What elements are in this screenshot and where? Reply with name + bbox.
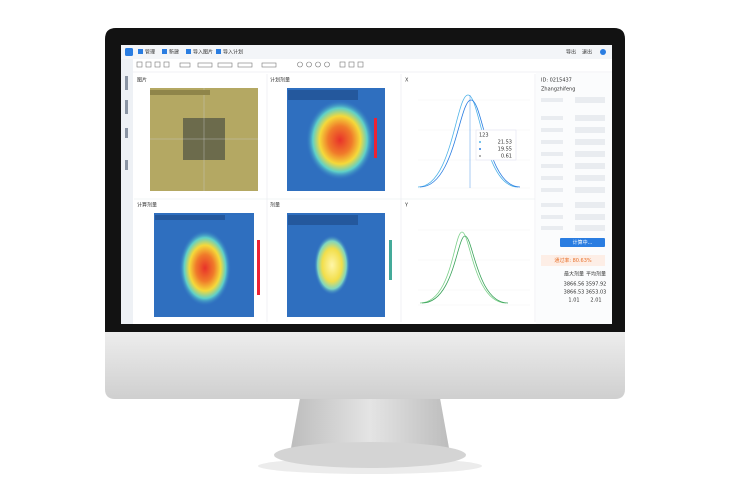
panel-title: 计算剂量 [137, 202, 157, 209]
icon [216, 49, 221, 54]
profile-curve [417, 94, 519, 188]
profile-curve [421, 235, 509, 304]
tooltip-value: 0.61 [501, 154, 512, 160]
table-header: 平均剂量 [586, 271, 606, 278]
table-cell: 1.01 [568, 298, 579, 304]
toolbar-button[interactable]: 导入计划 [223, 49, 243, 56]
side-panel [536, 73, 612, 324]
table-cell: 3866.56 [564, 282, 585, 288]
info-strip [288, 90, 358, 100]
pass-rate: 通过率: 80.63% [554, 257, 592, 264]
calc-button[interactable] [560, 238, 605, 247]
info-strip [155, 215, 225, 220]
info-strip [288, 215, 358, 225]
icon [162, 49, 167, 54]
sidebar-tabs[interactable] [125, 76, 128, 170]
toolbar-button[interactable]: 导入图片 [193, 49, 213, 56]
top-bar [121, 45, 612, 59]
logo [125, 48, 133, 56]
stand-neck [291, 398, 449, 448]
table-header: 最大剂量 [564, 271, 584, 278]
monitor-chin [105, 330, 625, 399]
sidebar [121, 59, 133, 324]
icon [186, 49, 191, 54]
dose-blob [314, 235, 350, 295]
stand-base [274, 442, 466, 468]
user-name: Zhangzhifeng [541, 87, 575, 93]
profile-curve [419, 99, 521, 188]
tooltip-value: 19.55 [498, 147, 512, 153]
color-bar [374, 118, 377, 158]
table-cell: 3597.92 [586, 282, 607, 288]
panel-title: 计划剂量 [270, 77, 290, 84]
toolbar-button[interactable]: 退出 [582, 49, 592, 56]
profile-curve [419, 231, 507, 304]
form-fields[interactable] [541, 97, 605, 231]
toolbar-button[interactable]: 管理 [145, 49, 155, 56]
calc-button-label[interactable]: 计算中... [573, 239, 593, 246]
icon [138, 49, 143, 54]
dose-blob [179, 230, 231, 306]
panel-title: 剂量 [270, 202, 280, 209]
panel-title: X [405, 78, 409, 84]
panel-dividers [134, 74, 536, 322]
crosshair [150, 88, 258, 191]
info-strip [150, 90, 210, 95]
color-bar [389, 240, 392, 280]
dose-blob [306, 100, 374, 180]
toolbar-button[interactable]: 导出 [566, 49, 576, 56]
tooltip-title: 123 [479, 133, 489, 139]
color-bar [257, 240, 260, 295]
pass-rate-box [541, 255, 605, 266]
toolbar-button[interactable]: 新建 [169, 49, 179, 56]
tooltip-value: 21.53 [498, 140, 512, 146]
tool-icons [136, 61, 364, 68]
tooltip-dots [479, 141, 481, 157]
patient-id: ID: 0215437 [541, 78, 572, 84]
plot-grid [418, 229, 530, 306]
panel-title: 图片 [137, 77, 147, 84]
table-cell: 2.01 [590, 298, 601, 304]
tooltip [475, 129, 517, 161]
panel-title: Y [404, 203, 409, 209]
table-cell: 3653.03 [586, 290, 607, 296]
table-cell: 3866.53 [564, 290, 585, 296]
avatar[interactable] [600, 49, 606, 55]
